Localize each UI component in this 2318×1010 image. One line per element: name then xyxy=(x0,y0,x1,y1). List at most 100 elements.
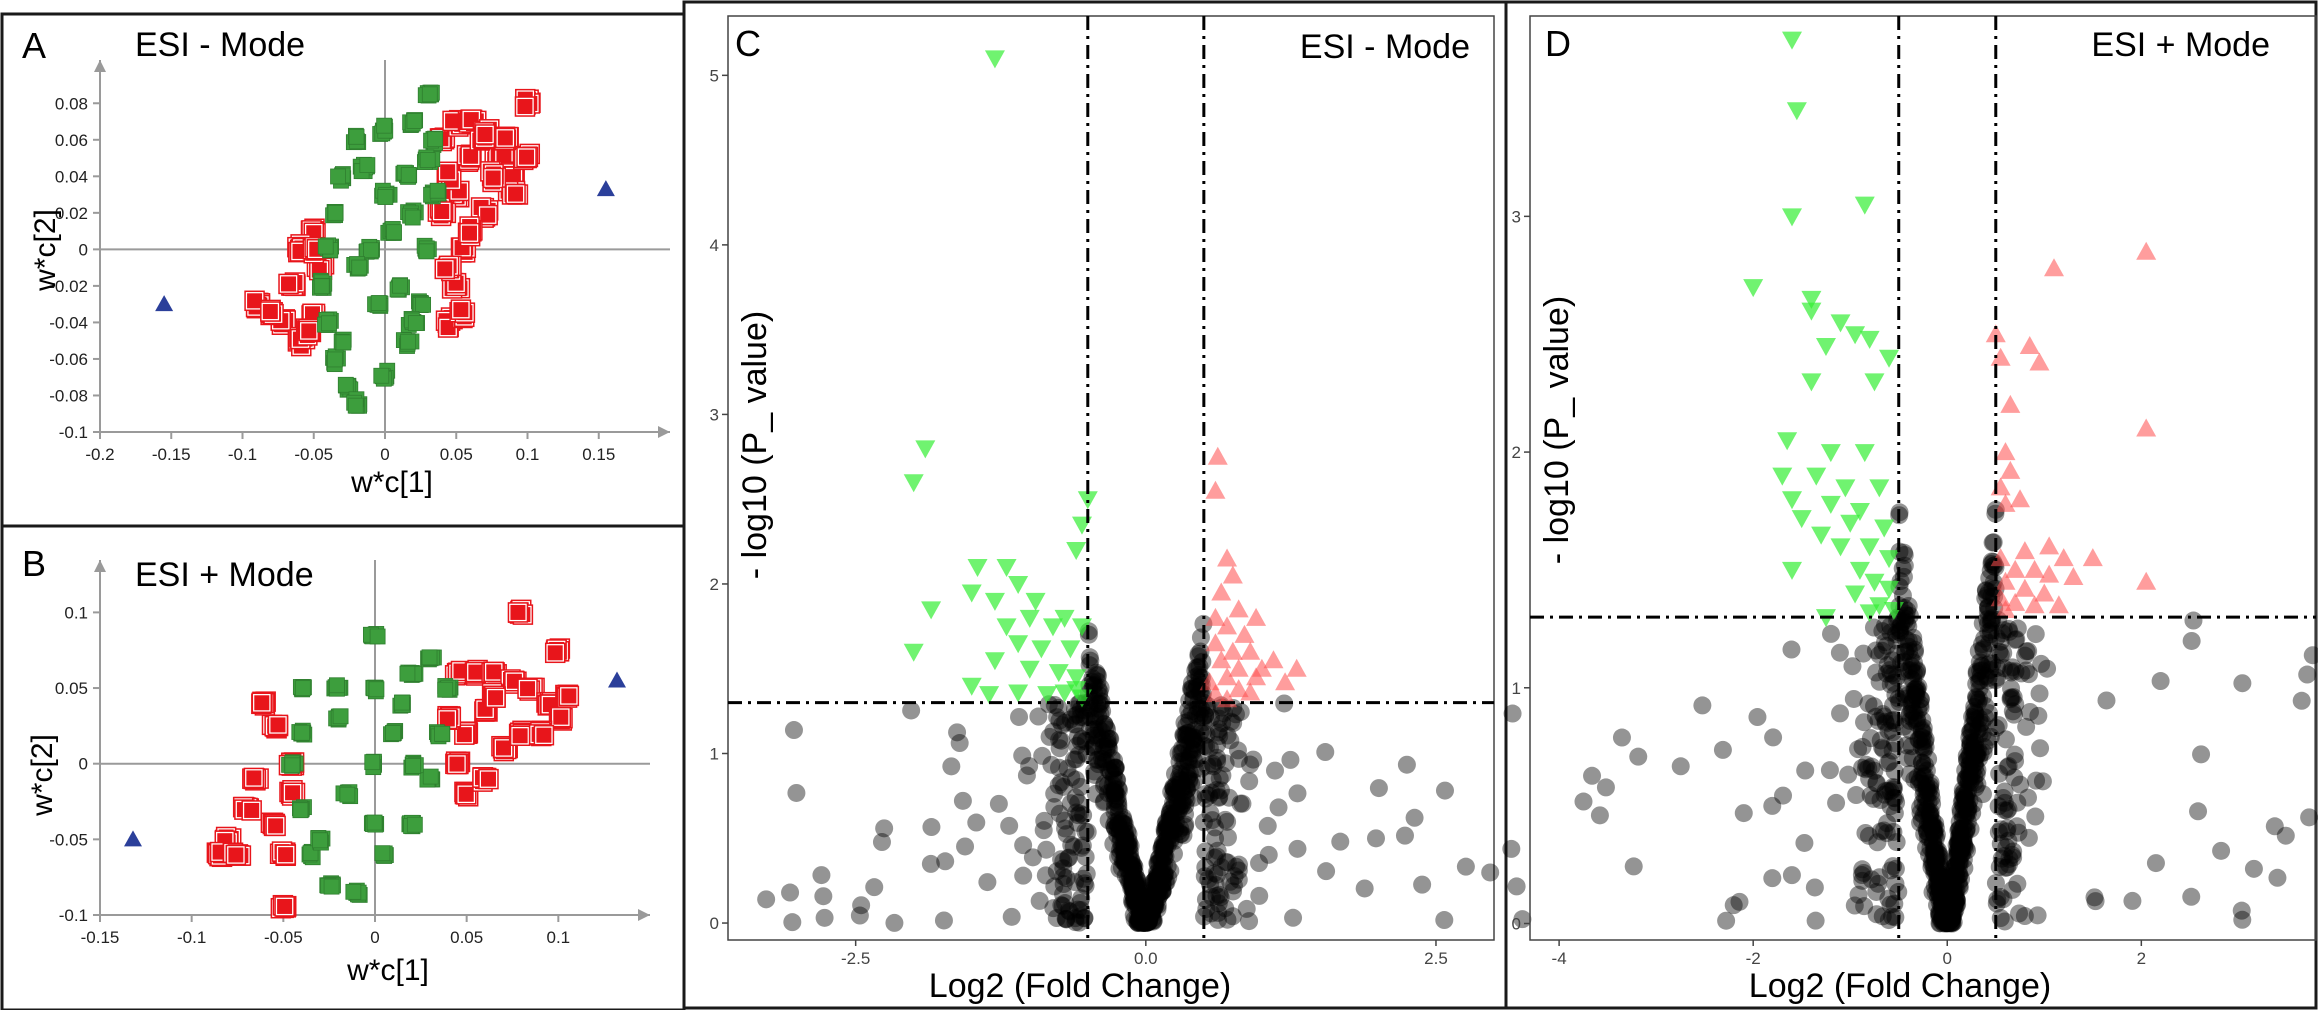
ns-point xyxy=(1107,770,1126,789)
ns-point xyxy=(1971,714,1990,733)
ns-point xyxy=(1126,876,1145,895)
ns-point xyxy=(2018,788,2037,807)
ns-point xyxy=(1881,895,1900,914)
ns-point xyxy=(1185,721,1204,740)
ns-point xyxy=(1942,875,1961,894)
ns-point xyxy=(1924,816,1943,835)
ns-point xyxy=(1874,821,1893,840)
ns-point xyxy=(1859,759,1878,778)
ns-point xyxy=(2032,654,2051,673)
ns-point xyxy=(1947,890,1966,909)
ns-point xyxy=(1154,856,1173,875)
sig-up-point xyxy=(2000,394,2021,413)
ns-point xyxy=(1109,816,1128,835)
ns-point xyxy=(1140,911,1159,930)
red-loading-point xyxy=(437,261,453,277)
ns-point xyxy=(1180,706,1199,725)
ns-point xyxy=(1178,780,1197,799)
ns-point xyxy=(1230,855,1249,874)
ns-point xyxy=(1877,824,1896,843)
ns-point xyxy=(1064,750,1083,769)
ns-point xyxy=(1862,870,1881,889)
ns-point xyxy=(1919,750,1938,769)
ns-point xyxy=(1131,913,1150,932)
ns-point xyxy=(2184,611,2203,630)
ns-point xyxy=(1973,785,1992,804)
ns-point xyxy=(2008,793,2027,812)
ns-point xyxy=(1940,914,1959,933)
ns-point xyxy=(1920,803,1939,822)
ns-point xyxy=(1917,781,1936,800)
ns-point xyxy=(936,852,955,871)
y-tick-label: -0.06 xyxy=(49,350,88,369)
red-loading-point xyxy=(497,130,513,146)
ns-point xyxy=(1914,738,1933,757)
ns-point xyxy=(1098,729,1117,748)
ns-point xyxy=(2233,910,2252,929)
outlier-triangle xyxy=(155,295,174,312)
ns-point xyxy=(1958,750,1977,769)
ns-point xyxy=(1175,713,1194,732)
ns-point xyxy=(1139,908,1158,927)
y-tick-label: 1 xyxy=(1512,679,1521,698)
ns-point xyxy=(1084,726,1103,745)
ns-point xyxy=(1961,722,1980,741)
ns-point xyxy=(2008,619,2027,638)
x-tick-label: -0.15 xyxy=(152,445,191,464)
ns-point xyxy=(1936,900,1955,919)
ns-point xyxy=(1942,910,1961,929)
ns-point xyxy=(1071,732,1090,751)
ns-point xyxy=(1169,744,1188,763)
ns-point xyxy=(1069,745,1088,764)
ns-point xyxy=(1956,839,1975,858)
ns-point xyxy=(1146,894,1165,913)
ns-point xyxy=(2011,775,2030,794)
ns-point xyxy=(1106,812,1125,831)
ns-point xyxy=(2005,705,2024,724)
ns-point xyxy=(1240,912,1259,931)
ns-point xyxy=(1955,838,1974,857)
green-loading-point xyxy=(284,757,301,774)
ns-point xyxy=(1905,643,1924,662)
ns-point xyxy=(1961,733,1980,752)
ns-point xyxy=(1909,701,1928,720)
ns-point xyxy=(1955,782,1974,801)
sig-down-point xyxy=(1815,338,1836,356)
ns-point xyxy=(1949,834,1968,853)
sig-down-point xyxy=(1054,684,1075,703)
sig-down-point xyxy=(1859,538,1880,557)
ns-point xyxy=(1250,854,1269,873)
ns-point xyxy=(1933,882,1952,901)
ns-point xyxy=(1878,814,1897,833)
ns-point xyxy=(1912,810,1931,829)
ns-point xyxy=(1979,704,1998,723)
ns-point xyxy=(2006,752,2025,771)
ns-point xyxy=(1730,892,1749,911)
ns-point xyxy=(1147,873,1166,892)
ns-point xyxy=(1172,825,1191,844)
red-loading-point xyxy=(488,690,504,706)
ns-point xyxy=(1916,738,1935,757)
ns-point xyxy=(1920,828,1939,847)
ns-point xyxy=(1118,822,1137,841)
ns-point xyxy=(1155,866,1174,885)
ns-point xyxy=(1961,734,1980,753)
ns-point xyxy=(1904,633,1923,652)
sig-up-point xyxy=(1205,684,1226,703)
ns-point xyxy=(1913,774,1932,793)
ns-point xyxy=(921,854,940,873)
ns-point xyxy=(1884,665,1903,684)
x-tick-label: 2 xyxy=(2137,949,2146,968)
ns-point xyxy=(1883,741,1902,760)
ns-point xyxy=(1921,805,1940,824)
ns-point xyxy=(1129,911,1148,930)
sig-down-point xyxy=(1025,592,1046,611)
ns-point xyxy=(1165,819,1184,838)
ns-point xyxy=(1924,817,1943,836)
ns-point xyxy=(1899,631,1918,650)
ns-point xyxy=(1164,779,1183,798)
ns-point xyxy=(1110,823,1129,842)
green-loading-point xyxy=(406,113,423,129)
ns-point xyxy=(1944,867,1963,886)
ns-point xyxy=(1945,896,1964,915)
